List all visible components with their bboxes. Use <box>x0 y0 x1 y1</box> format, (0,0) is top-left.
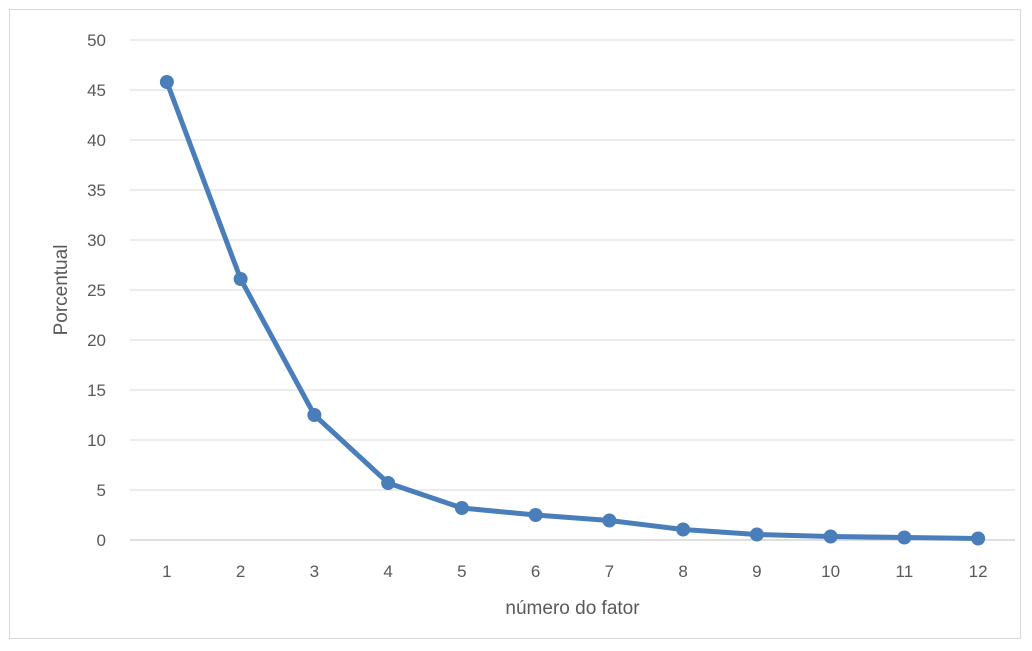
data-point <box>602 513 617 528</box>
y-tick-label: 50 <box>87 31 106 50</box>
x-tick-label: 9 <box>752 562 761 581</box>
data-point <box>307 408 322 422</box>
x-tick-label: 2 <box>236 562 245 581</box>
y-tick-label: 30 <box>87 231 106 250</box>
y-tick-label: 45 <box>87 81 106 100</box>
data-point <box>897 530 912 545</box>
y-axis-ticks: 0 5 10 15 20 25 30 35 40 45 50 <box>87 31 106 550</box>
gridlines <box>130 39 1015 491</box>
x-axis-ticks: 1 2 3 4 5 6 7 8 9 10 11 12 <box>162 562 987 581</box>
y-tick-label: 0 <box>97 531 106 550</box>
y-tick-label: 5 <box>97 481 106 500</box>
y-tick-label: 10 <box>87 431 106 450</box>
x-tick-label: 5 <box>457 562 466 581</box>
x-axis-title: número do fator <box>505 598 640 619</box>
data-point <box>159 75 174 89</box>
data-point <box>528 508 543 522</box>
x-tick-label: 1 <box>162 562 171 581</box>
data-point <box>676 522 691 537</box>
data-point <box>233 272 248 286</box>
data-point <box>823 529 838 544</box>
y-tick-label: 25 <box>87 281 106 300</box>
x-tick-label: 11 <box>896 562 914 581</box>
x-tick-label: 4 <box>383 562 392 581</box>
data-point <box>381 476 396 490</box>
data-point <box>971 531 986 546</box>
data-point <box>749 527 764 542</box>
series-line <box>164 79 981 541</box>
y-tick-label: 15 <box>87 381 106 400</box>
y-tick-label: 20 <box>87 331 106 350</box>
x-tick-label: 3 <box>310 562 319 581</box>
y-tick-label: 35 <box>87 181 106 200</box>
y-axis-title: Porcentual <box>51 245 72 336</box>
data-point <box>454 501 469 515</box>
x-tick-label: 12 <box>969 562 988 581</box>
x-tick-label: 7 <box>605 562 614 581</box>
x-tick-label: 8 <box>678 562 687 581</box>
x-tick-label: 6 <box>531 562 540 581</box>
y-tick-label: 40 <box>87 131 106 150</box>
data-points <box>159 75 986 546</box>
x-tick-label: 10 <box>821 562 840 581</box>
